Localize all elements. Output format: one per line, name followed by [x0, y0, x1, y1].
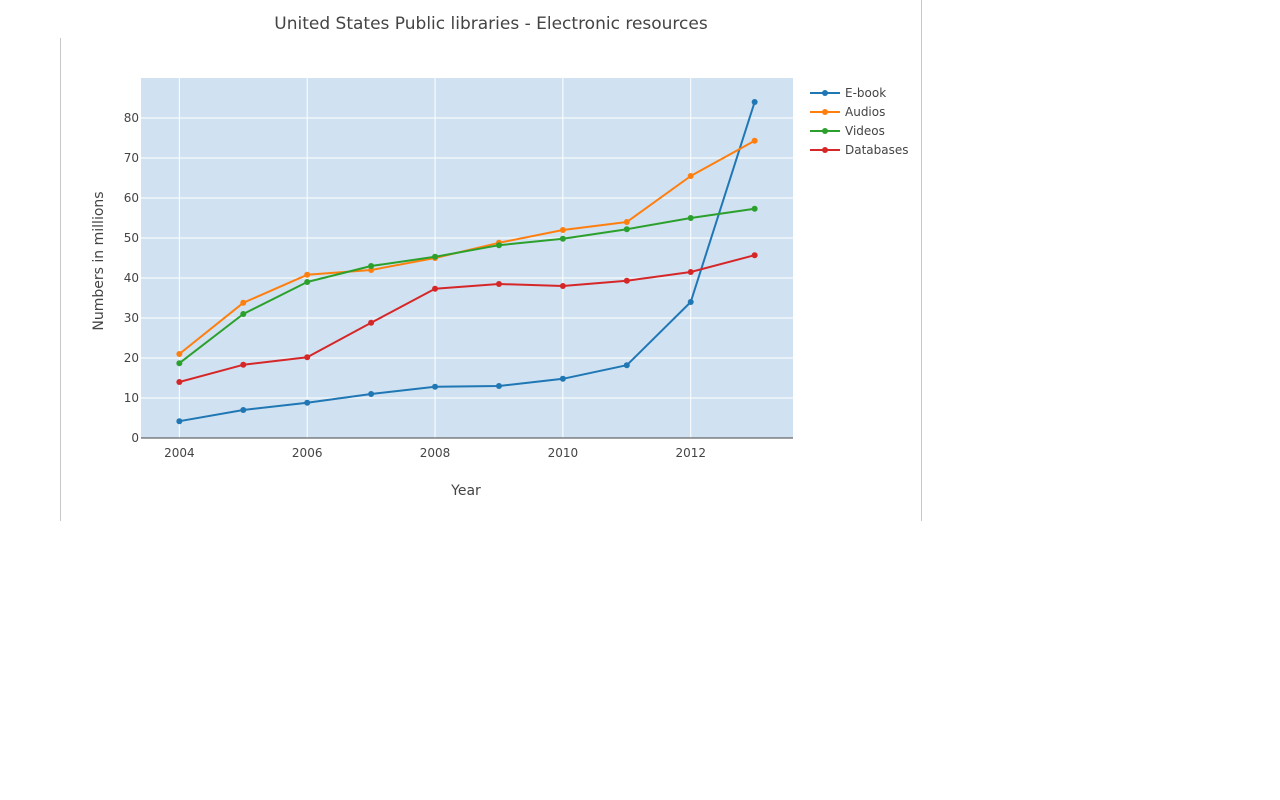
data-point-videos[interactable]: [687, 215, 694, 221]
data-point-audios[interactable]: [240, 299, 247, 306]
legend-marker: [822, 147, 828, 153]
data-point-e-book[interactable]: [304, 399, 311, 406]
y-tick-label: 80: [124, 111, 139, 125]
y-tick-label: 40: [124, 271, 139, 285]
x-tick-label: 2008: [420, 446, 451, 460]
series-line-videos: [178, 207, 755, 364]
x-tick-label: 2010: [548, 446, 579, 460]
data-point-e-book[interactable]: [559, 375, 566, 382]
data-point-e-book[interactable]: [368, 391, 375, 397]
legend-item-audios[interactable]: Audios: [810, 105, 885, 119]
legend-label: Databases: [845, 143, 909, 157]
y-tick-label: 30: [124, 311, 139, 325]
legend-label: E-book: [845, 86, 886, 100]
legend-label: Audios: [845, 105, 885, 119]
data-point-e-book[interactable]: [751, 99, 758, 105]
x-tick-labels: 2004 2006 2008 2010 2012: [164, 446, 706, 460]
data-point-e-book[interactable]: [240, 407, 247, 413]
data-point-e-book[interactable]: [687, 299, 694, 305]
data-point-videos[interactable]: [432, 253, 439, 260]
data-point-videos[interactable]: [176, 360, 183, 367]
legend-item-e-book[interactable]: E-book: [810, 86, 886, 100]
legend-item-videos[interactable]: Videos: [810, 124, 885, 138]
legend-item-databases[interactable]: Databases: [810, 143, 909, 157]
legend[interactable]: E-book Audios Videos Databases: [810, 86, 909, 157]
plot-area: [141, 78, 793, 438]
y-axis-title: Numbers in millions: [91, 191, 107, 330]
series-line-databases: [179, 254, 755, 383]
x-tick-label: 2012: [675, 446, 706, 460]
data-point-videos[interactable]: [495, 242, 502, 249]
data-point-e-book[interactable]: [623, 362, 630, 369]
x-tick-label: 2004: [164, 446, 195, 460]
right-border: [921, 0, 922, 521]
y-tick-label: 60: [124, 191, 139, 205]
chart-frame: [60, 0, 922, 521]
data-point-videos[interactable]: [559, 235, 566, 242]
data-point-e-book[interactable]: [495, 383, 502, 389]
data-point-videos[interactable]: [368, 263, 375, 269]
y-tick-label: 10: [124, 391, 139, 405]
legend-marker: [822, 90, 828, 96]
y-tick-label: 50: [124, 231, 139, 245]
data-point-videos[interactable]: [623, 226, 630, 233]
data-point-audios[interactable]: [559, 227, 566, 233]
data-point-databases[interactable]: [304, 354, 311, 361]
data-point-audios[interactable]: [751, 137, 758, 144]
data-point-databases[interactable]: [623, 277, 630, 284]
legend-marker: [822, 109, 828, 115]
data-point-databases[interactable]: [432, 285, 439, 292]
left-border: [60, 38, 61, 521]
data-point-audios[interactable]: [687, 173, 694, 179]
series-videos: [176, 205, 758, 367]
data-point-audios[interactable]: [304, 271, 311, 278]
data-point-videos[interactable]: [751, 205, 758, 212]
y-tick-label: 0: [131, 431, 139, 445]
data-point-videos[interactable]: [240, 311, 247, 317]
legend-label: Videos: [845, 124, 885, 138]
data-point-databases[interactable]: [176, 379, 183, 385]
x-axis-title: Year: [450, 483, 481, 499]
y-tick-label: 70: [124, 151, 139, 165]
data-point-databases[interactable]: [751, 252, 758, 259]
data-point-databases[interactable]: [687, 269, 694, 275]
data-point-databases[interactable]: [240, 361, 247, 368]
y-tick-label: 20: [124, 351, 139, 365]
data-point-audios[interactable]: [623, 219, 630, 225]
series-e-book: [176, 99, 758, 425]
legend-marker: [822, 128, 828, 134]
data-point-audios[interactable]: [176, 351, 183, 357]
y-tick-labels: 0 10 20 30 40 50 60 70 80: [124, 111, 139, 445]
series-databases: [176, 252, 758, 385]
series-group: [176, 99, 758, 425]
data-point-videos[interactable]: [304, 279, 311, 285]
data-point-e-book[interactable]: [176, 418, 183, 425]
series-line-e-book: [179, 101, 756, 423]
data-point-databases[interactable]: [495, 281, 502, 287]
data-point-databases[interactable]: [559, 283, 566, 289]
x-tick-label: 2006: [292, 446, 323, 460]
data-point-databases[interactable]: [368, 319, 375, 326]
chart-title: United States Public libraries - Electro…: [274, 14, 708, 34]
data-point-e-book[interactable]: [432, 383, 439, 390]
